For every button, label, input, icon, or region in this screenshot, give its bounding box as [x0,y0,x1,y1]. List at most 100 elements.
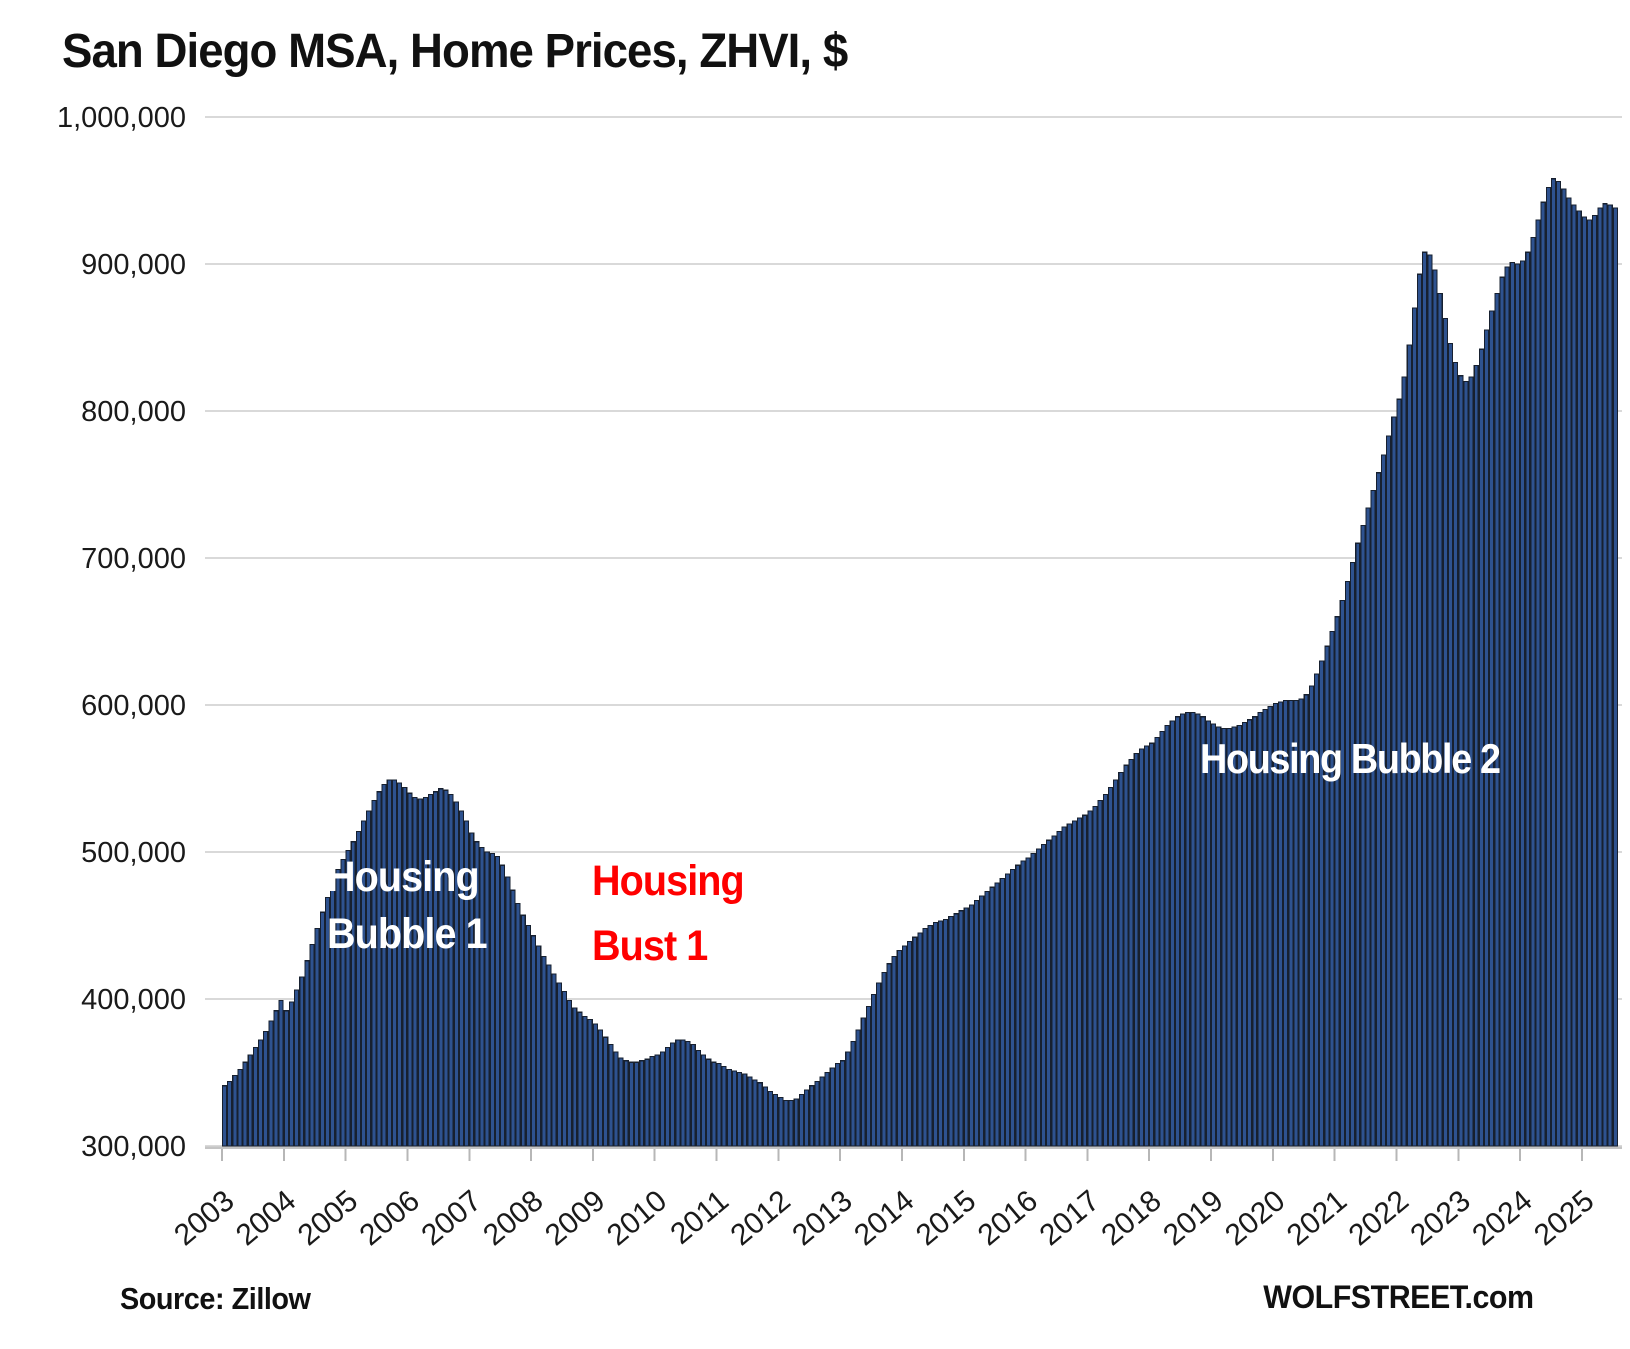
bar [1257,711,1263,1147]
bar [556,982,562,1147]
bar [381,783,387,1147]
x-axis-label: 2004 [230,1184,302,1252]
bar [1077,817,1083,1147]
bar [386,779,392,1147]
bar [803,1089,810,1147]
y-axis-label: 300,000 [81,1131,186,1163]
bar [515,902,521,1147]
bar [1149,742,1155,1147]
annotation-housing-bubble-2: Housing Bubble 2 [1200,735,1501,782]
bar [494,855,501,1147]
bar [1252,716,1258,1147]
bar [943,919,949,1147]
bar [221,1085,228,1147]
bar [963,907,969,1147]
annotation-housing-bubble-1: Housing Bubble 1 [327,849,488,963]
bar [247,1054,253,1147]
bar [1566,197,1572,1147]
bar [443,789,449,1147]
bar [427,794,434,1147]
bar [252,1046,258,1147]
bar [1535,219,1541,1147]
bar [881,971,887,1147]
bar [402,786,408,1147]
bar [896,949,902,1147]
bar [458,810,465,1147]
bar [1169,720,1175,1147]
y-axis-label: 600,000 [81,690,186,722]
bar [1556,181,1562,1147]
bar [1550,178,1557,1147]
bar [567,999,573,1147]
bar [464,820,470,1147]
bar [1530,236,1536,1147]
bar [1097,799,1103,1147]
bar [1375,472,1381,1147]
bar [489,852,495,1147]
bar [953,913,959,1147]
bar [1334,616,1340,1147]
x-axis-label: 2023 [1404,1184,1476,1252]
bar [268,1020,274,1147]
bar [1004,873,1011,1147]
bar [948,916,954,1147]
bar [639,1060,645,1147]
bar [731,1070,738,1147]
bar [1195,713,1201,1147]
bar [1545,187,1551,1147]
bar [1180,713,1186,1147]
bar [1113,779,1119,1147]
bar [1417,273,1423,1147]
bar [350,841,356,1147]
bar [1607,204,1613,1147]
x-axis-label: 2015 [910,1184,982,1252]
bar [520,914,526,1147]
bar [623,1060,629,1147]
bar [237,1069,243,1147]
bar [541,955,547,1147]
bar [407,792,413,1147]
bar [1458,375,1464,1147]
bar [891,955,897,1147]
x-axis-label: 2021 [1281,1184,1353,1252]
bar [654,1054,660,1147]
bar [695,1049,701,1147]
bar [706,1058,712,1147]
bar [685,1041,691,1147]
bar [876,982,882,1147]
y-axis-label: 400,000 [81,984,186,1016]
bar [855,1029,861,1147]
x-axis-label: 2008 [477,1184,549,1252]
y-axis-label: 700,000 [81,543,186,575]
bar [1319,660,1325,1147]
bar [762,1086,768,1147]
bar [1442,317,1448,1147]
bar [1267,705,1273,1147]
bar [788,1099,794,1147]
bar [1427,254,1433,1147]
bar [417,798,423,1147]
bar [330,882,336,1147]
bar [989,886,995,1147]
bar [1489,310,1495,1147]
bar [603,1036,609,1147]
bar [257,1039,264,1147]
bar [1401,376,1407,1147]
x-axis-label: 2009 [539,1184,611,1252]
bar [577,1011,583,1147]
annotation-line: Bubble 1 [327,909,488,958]
bar [798,1094,804,1147]
bar [592,1023,598,1147]
bar [865,1005,871,1147]
bar [1540,201,1546,1147]
bar [1102,794,1108,1147]
bar [1128,758,1134,1147]
bar [1406,344,1412,1147]
bar [572,1007,578,1147]
bar [1365,507,1371,1147]
bar [1066,823,1072,1147]
bar [917,932,923,1147]
bar [1386,435,1392,1147]
bar [484,851,490,1147]
bar [345,849,351,1147]
